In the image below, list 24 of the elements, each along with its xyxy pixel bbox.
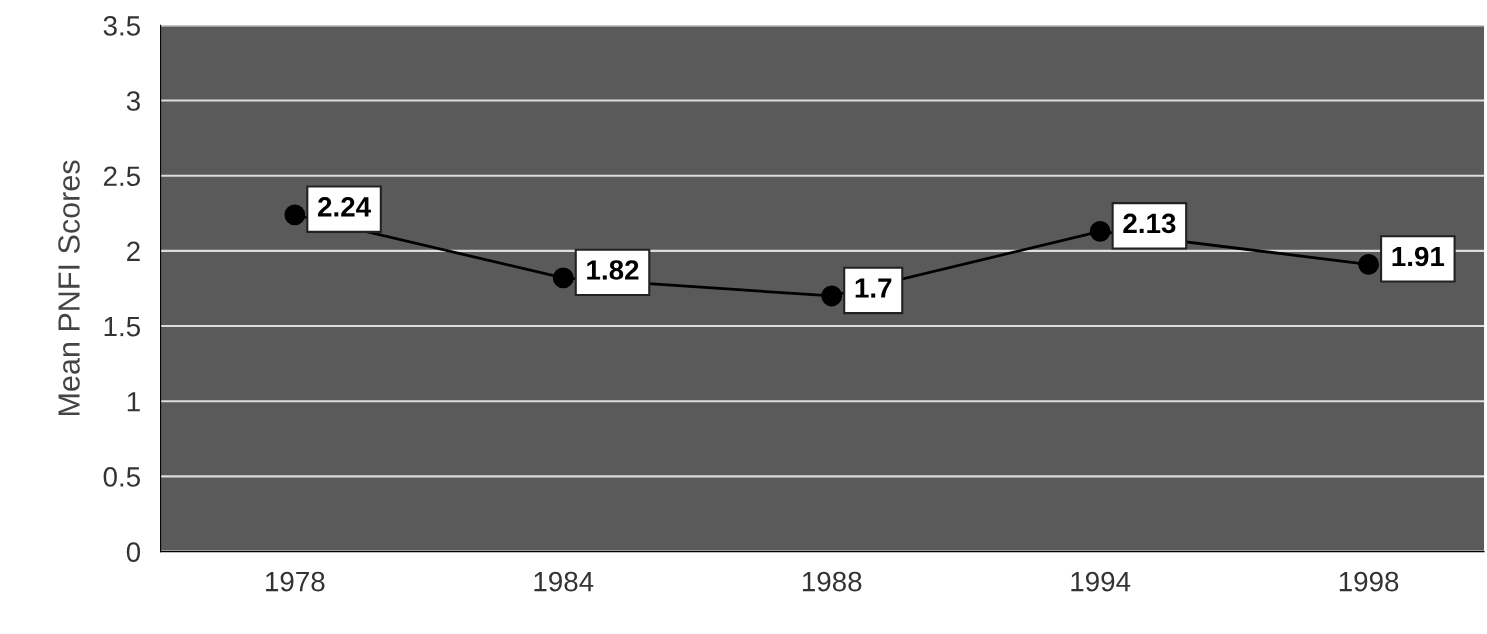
y-tick-label: 3 [126,91,140,111]
x-tick-label: 1998 [1339,571,1399,592]
point [1089,220,1111,242]
y-axis-title: Mean PNFI Scores [58,160,80,416]
point [552,267,574,289]
y-tick-label: 2.5 [103,166,140,187]
y-tick-label: 0 [126,542,141,562]
y-tick-label: 2 [127,241,140,261]
y-tick-label: 3.5 [103,16,140,36]
point [821,285,843,307]
data-label: 1.91 [1392,246,1445,267]
point [1358,253,1380,275]
x-tick-label: 1978 [266,571,325,592]
x-tick-label: 1994 [1071,571,1131,592]
data-label: 1.7 [855,278,892,298]
y-tick-label: 0.5 [103,467,140,487]
y-tick-label: 1.5 [104,317,140,337]
data-label: 2.24 [318,197,371,217]
y-tick-label: 1 [127,392,140,412]
x-tick-label: 1988 [802,571,862,592]
x-tick-label: 1984 [534,571,594,592]
point [284,204,306,226]
data-label: 1.82 [587,260,639,280]
data-label: 2.13 [1123,213,1176,234]
